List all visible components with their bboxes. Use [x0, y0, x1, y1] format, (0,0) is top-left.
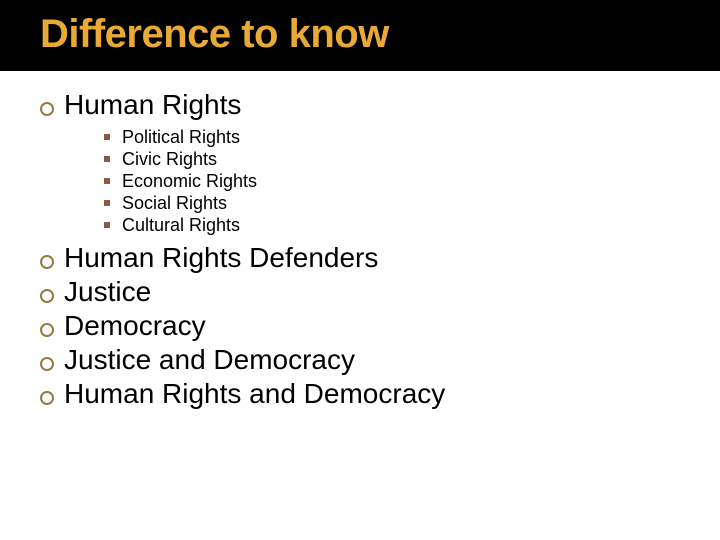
sub-item-label: Civic Rights	[122, 149, 217, 170]
square-bullet-icon	[104, 156, 110, 162]
slide-title: Difference to know	[40, 12, 720, 57]
main-list: Human Rights Political Rights Civic Righ…	[40, 89, 720, 410]
content-area: Human Rights Political Rights Civic Righ…	[0, 71, 720, 410]
main-item-label: Democracy	[64, 310, 206, 342]
sub-list: Political Rights Civic Rights Economic R…	[104, 127, 720, 236]
list-item: Political Rights	[104, 127, 720, 148]
list-item: Economic Rights	[104, 171, 720, 192]
circle-bullet-icon	[40, 357, 54, 371]
main-item-label: Human Rights	[64, 89, 241, 121]
square-bullet-icon	[104, 200, 110, 206]
list-item: Human Rights Defenders	[40, 242, 720, 274]
main-item-label: Human Rights and Democracy	[64, 378, 445, 410]
circle-bullet-icon	[40, 289, 54, 303]
square-bullet-icon	[104, 134, 110, 140]
list-item: Cultural Rights	[104, 215, 720, 236]
circle-bullet-icon	[40, 391, 54, 405]
list-item: Justice	[40, 276, 720, 308]
main-item-label: Justice	[64, 276, 151, 308]
circle-bullet-icon	[40, 323, 54, 337]
sub-item-label: Cultural Rights	[122, 215, 240, 236]
sub-item-label: Economic Rights	[122, 171, 257, 192]
list-item: Civic Rights	[104, 149, 720, 170]
title-bar: Difference to know	[0, 0, 720, 71]
list-item: Social Rights	[104, 193, 720, 214]
square-bullet-icon	[104, 178, 110, 184]
sub-item-label: Social Rights	[122, 193, 227, 214]
main-item-label: Justice and Democracy	[64, 344, 355, 376]
circle-bullet-icon	[40, 102, 54, 116]
sub-item-label: Political Rights	[122, 127, 240, 148]
list-item: Human Rights and Democracy	[40, 378, 720, 410]
circle-bullet-icon	[40, 255, 54, 269]
list-item: Democracy	[40, 310, 720, 342]
list-item: Human Rights	[40, 89, 720, 121]
main-item-label: Human Rights Defenders	[64, 242, 378, 274]
list-item: Justice and Democracy	[40, 344, 720, 376]
square-bullet-icon	[104, 222, 110, 228]
